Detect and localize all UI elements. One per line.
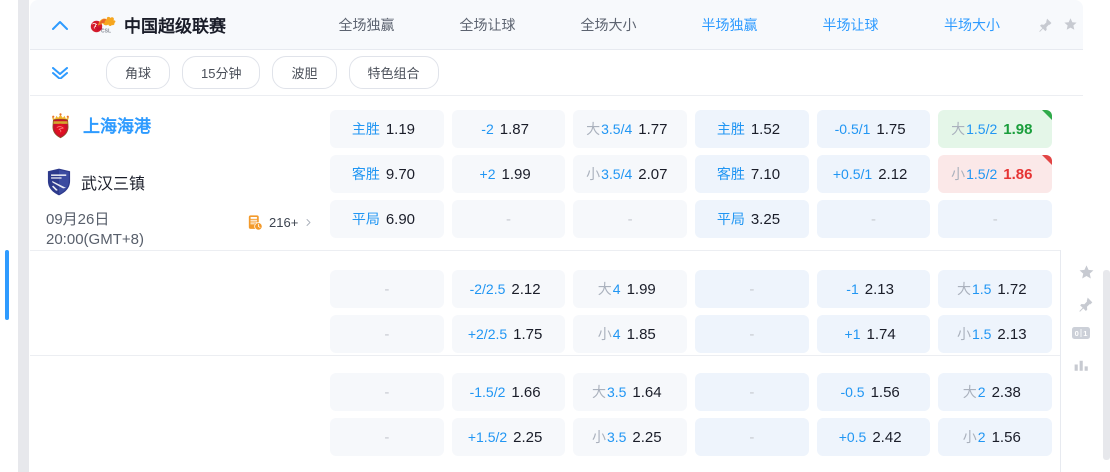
svg-text:1: 1 bbox=[1083, 329, 1087, 338]
svg-text:CSL: CSL bbox=[101, 28, 111, 34]
svg-text:0: 0 bbox=[1075, 329, 1079, 338]
